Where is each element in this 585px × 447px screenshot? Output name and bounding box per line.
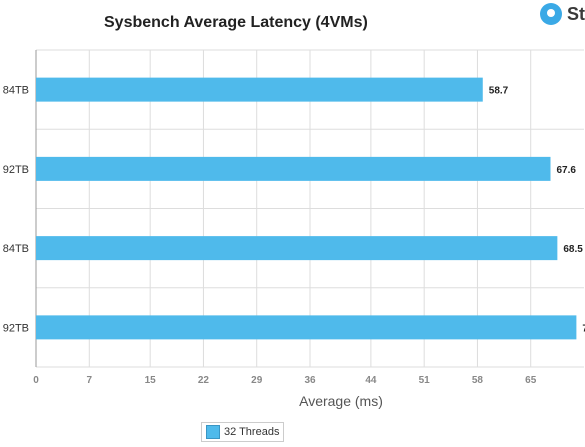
circle-logo-icon — [540, 3, 562, 25]
legend-swatch — [206, 425, 220, 439]
y-category-label: 92TB — [3, 164, 29, 176]
bar-value-label: 68.5 — [563, 244, 583, 255]
x-tick-label: 36 — [304, 375, 316, 386]
x-tick-label: 65 — [525, 375, 537, 386]
bar — [36, 156, 551, 181]
bar-value-label: 7 — [582, 323, 585, 334]
x-tick-label: 7 — [86, 375, 92, 386]
x-tick-label: 58 — [472, 375, 484, 386]
brand-text: St — [567, 3, 585, 24]
x-tick-label: 22 — [198, 375, 210, 386]
bar-value-label: 58.7 — [489, 86, 509, 97]
x-tick-label: 15 — [145, 375, 157, 386]
bar — [36, 315, 577, 340]
x-tick-label: 0 — [33, 375, 39, 386]
x-tick-label: 44 — [365, 375, 377, 386]
y-category-label: 92TB — [3, 322, 29, 334]
legend-label: 32 Threads — [224, 426, 280, 438]
x-tick-label: 51 — [419, 375, 431, 386]
chart-title: Sysbench Average Latency (4VMs) — [104, 14, 368, 31]
legend[interactable]: 32 Threads — [201, 422, 285, 442]
x-tick-label: 29 — [251, 375, 263, 386]
x-axis-title: Average (ms) — [299, 393, 383, 409]
y-category-label: 84TB — [3, 243, 29, 255]
bar — [36, 236, 558, 261]
bar — [36, 77, 483, 102]
bar-value-label: 67.6 — [557, 165, 577, 176]
brand-logo: St — [540, 2, 585, 26]
y-category-label: 84TB — [3, 85, 29, 97]
